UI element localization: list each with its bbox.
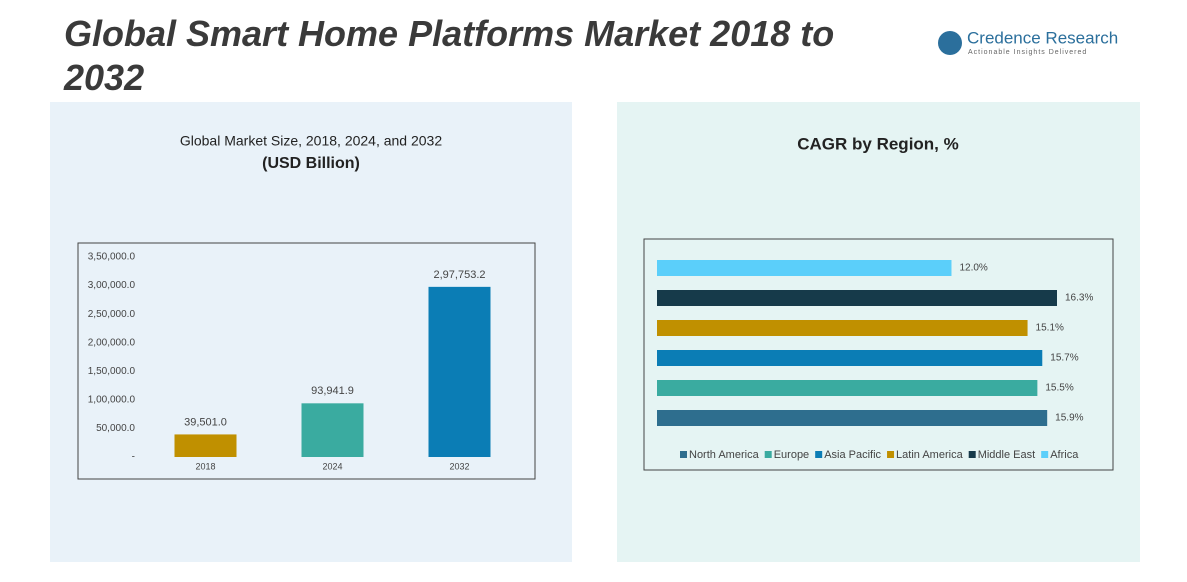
logo-name: Credence Research xyxy=(967,28,1118,47)
x-tick-label: 2032 xyxy=(449,461,469,471)
x-tick-label: 2018 xyxy=(195,461,215,471)
chart-subtitle: (USD Billion) xyxy=(262,155,360,172)
bar xyxy=(657,290,1057,306)
bar xyxy=(657,320,1028,336)
bar xyxy=(174,434,237,457)
bar xyxy=(428,286,491,457)
logo-icon xyxy=(938,31,962,55)
value-label: 15.5% xyxy=(1045,383,1073,394)
legend-swatch xyxy=(968,451,976,458)
legend-label: North America xyxy=(689,449,760,461)
y-tick-label: 3,50,000.0 xyxy=(88,252,136,263)
bar xyxy=(657,410,1048,426)
y-tick-label: 2,50,000.0 xyxy=(88,309,136,320)
chart-frame xyxy=(643,238,1114,471)
bar xyxy=(657,380,1038,396)
logo-tagline: Actionable Insights Delivered xyxy=(968,49,1087,56)
y-tick-label: 2,00,000.0 xyxy=(88,337,136,348)
legend-label: Latin America xyxy=(896,449,964,461)
legend-label: Asia Pacific xyxy=(824,449,881,461)
bar xyxy=(657,350,1043,366)
legend-label: Africa xyxy=(1050,449,1079,461)
value-label: 16.3% xyxy=(1065,293,1093,304)
bar xyxy=(301,403,364,457)
value-label: 93,941.9 xyxy=(311,385,354,397)
value-label: 15.1% xyxy=(1036,323,1064,334)
x-tick-label: 2024 xyxy=(322,461,342,471)
y-tick-label: - xyxy=(132,452,135,463)
y-tick-label: 3,00,000.0 xyxy=(88,280,136,291)
value-label: 15.9% xyxy=(1055,413,1083,424)
legend-swatch xyxy=(680,451,687,458)
y-tick-label: 50,000.0 xyxy=(96,423,135,434)
legend-swatch xyxy=(764,451,772,458)
y-tick-label: 1,00,000.0 xyxy=(88,394,136,405)
bar xyxy=(657,260,952,276)
logo: Credence Research Actionable Insights De… xyxy=(938,28,1118,56)
value-label: 12.0% xyxy=(959,263,987,274)
page-title: Global Smart Home Platforms Market 2018 … xyxy=(64,13,835,98)
legend-label: Middle East xyxy=(978,449,1035,461)
chart-frame xyxy=(77,242,536,480)
value-label: 15.7% xyxy=(1050,353,1078,364)
value-label: 2,97,753.2 xyxy=(434,269,486,281)
chart-title: CAGR by Region, % xyxy=(797,134,959,153)
y-tick-label: 1,50,000.0 xyxy=(88,366,136,377)
legend-swatch xyxy=(815,451,823,458)
chart-title: Global Market Size, 2018, 2024, and 2032 xyxy=(180,133,443,149)
legend-swatch xyxy=(1041,451,1049,458)
legend-swatch xyxy=(887,451,895,458)
legend-label: Europe xyxy=(774,449,809,461)
value-label: 39,501.0 xyxy=(184,416,227,428)
